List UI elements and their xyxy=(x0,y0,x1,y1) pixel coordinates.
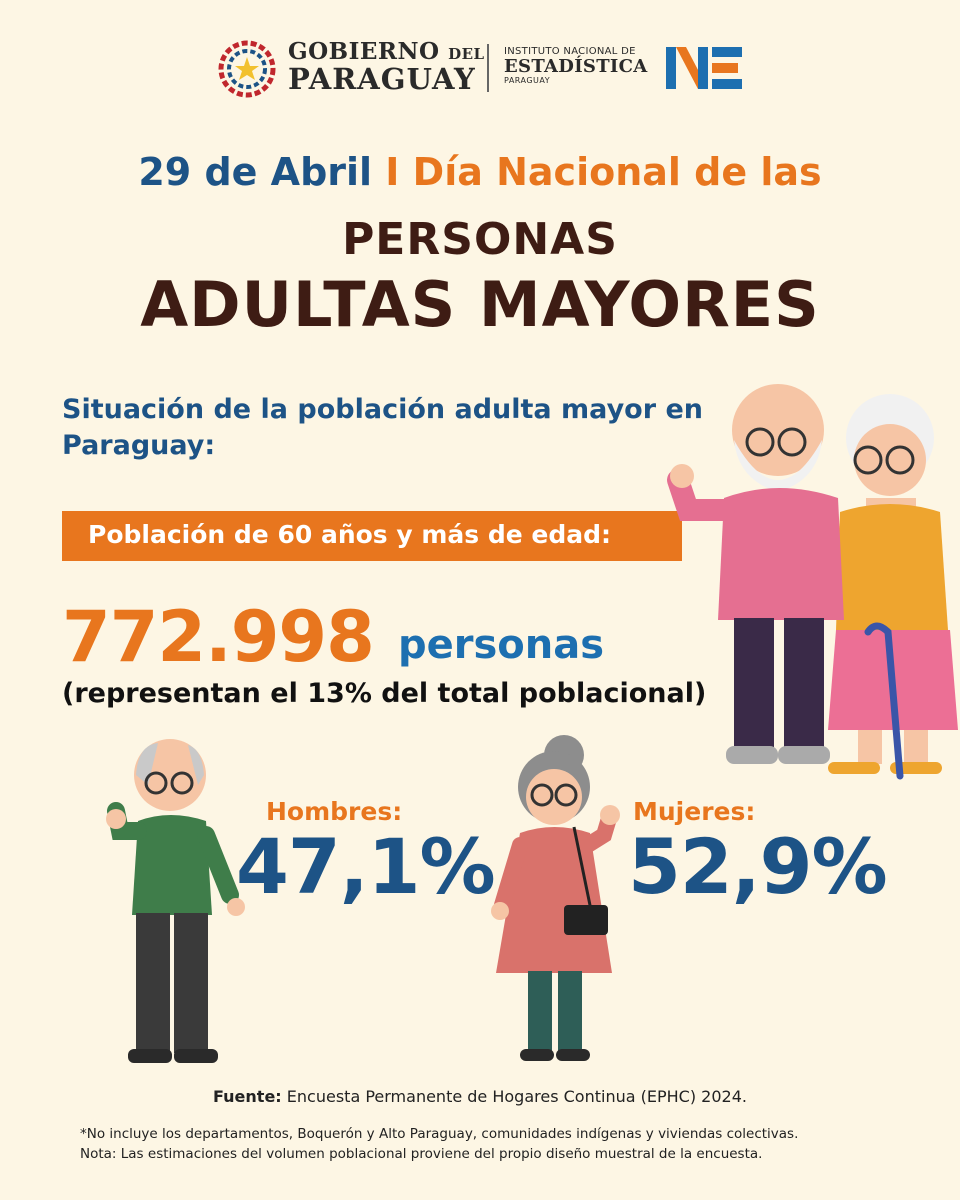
gobierno-paraguay-wordmark: GOBIERNO DEL PARAGUAY xyxy=(288,38,485,96)
ine-line1: INSTITUTO NACIONAL DE xyxy=(504,46,636,57)
poblacion-label: Población de 60 años y más de edad: xyxy=(88,520,612,549)
gobierno-paraguay-seal-icon xyxy=(218,40,276,98)
situacion-heading: Situación de la población adulta mayor e… xyxy=(62,394,703,461)
elderly-woman-icon xyxy=(828,394,958,780)
elderly-man-waving-illustration xyxy=(106,739,245,1063)
footnote-2: Nota: Las estimaciones del volumen pobla… xyxy=(80,1146,763,1162)
ine-wordmark: INSTITUTO NACIONAL DE ESTADÍSTICA PARAGU… xyxy=(504,46,648,86)
mujeres-value: 52,9% xyxy=(628,822,888,911)
ine-line2: ESTADÍSTICA xyxy=(504,56,648,77)
date-text: 29 de Abril xyxy=(138,150,373,194)
header-divider xyxy=(487,44,489,92)
elderly-woman-waving-illustration xyxy=(491,735,620,1061)
footnote-1: *No incluye los departamentos, Boquerón … xyxy=(80,1126,799,1142)
total-population-value: 772.998 xyxy=(62,596,375,678)
elderly-man-icon xyxy=(667,384,844,764)
gobierno-paraguay: PARAGUAY xyxy=(288,62,476,96)
total-population-unit: personas xyxy=(398,622,605,668)
mujeres-label: Mujeres: xyxy=(633,797,756,826)
hombres-value: 47,1% xyxy=(236,822,496,911)
title-line2: ADULTAS MAYORES xyxy=(140,268,820,341)
poblacion-banner xyxy=(62,511,682,561)
title-line1: PERSONAS xyxy=(342,214,618,265)
date-separator: I xyxy=(385,150,400,194)
total-population-note: (representan el 13% del total poblaciona… xyxy=(62,678,707,709)
footnotes: *No incluye los departamentos, Boquerón … xyxy=(80,1124,920,1164)
day-name-text: Día Nacional de las xyxy=(412,150,822,194)
fuente-line: Fuente: Encuesta Permanente de Hogares C… xyxy=(0,1087,960,1106)
fuente-label: Fuente: xyxy=(213,1087,282,1106)
hombres-label: Hombres: xyxy=(266,797,403,826)
gobierno-del: DEL xyxy=(448,45,485,63)
date-headline: 29 de Abril I Día Nacional de las xyxy=(0,150,960,194)
ine-logo-icon xyxy=(666,47,742,89)
fuente-text: Encuesta Permanente de Hogares Continua … xyxy=(286,1087,747,1106)
ine-line3: PARAGUAY xyxy=(504,75,551,85)
elderly-couple-illustration xyxy=(667,384,958,780)
